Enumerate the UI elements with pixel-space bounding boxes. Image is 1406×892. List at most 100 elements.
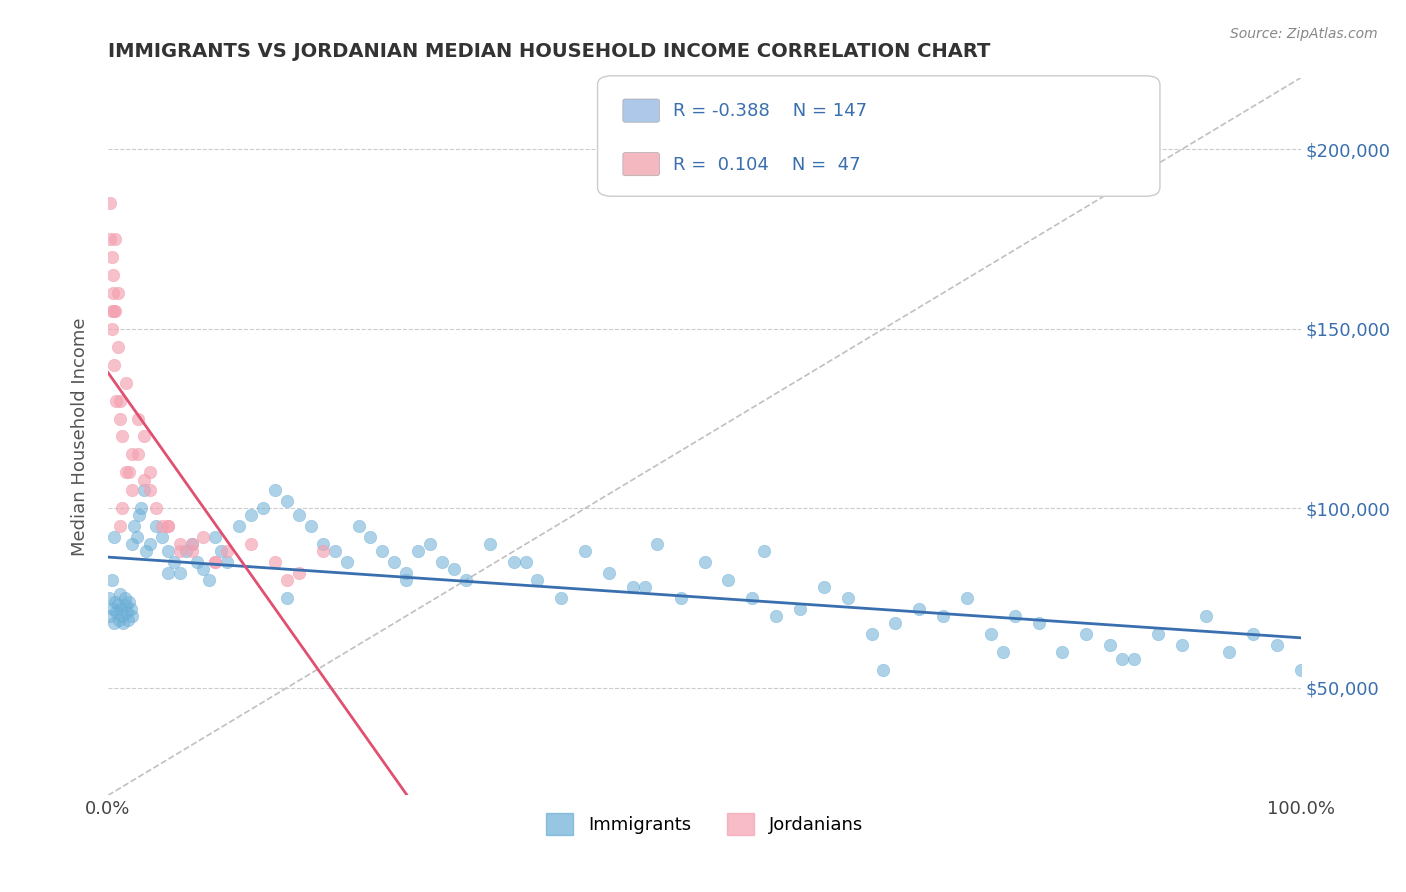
Point <box>419 537 441 551</box>
Point <box>100 573 122 587</box>
Point <box>240 508 263 523</box>
Point <box>932 609 955 624</box>
Point <box>228 519 250 533</box>
Point <box>669 591 692 605</box>
Point <box>252 501 274 516</box>
Point <box>108 411 131 425</box>
Point <box>121 447 143 461</box>
Point <box>717 573 740 587</box>
Point <box>125 530 148 544</box>
Point <box>101 601 124 615</box>
Point <box>217 555 239 569</box>
Point <box>115 376 138 390</box>
Point <box>276 591 298 605</box>
Point <box>980 627 1002 641</box>
Point <box>1265 638 1288 652</box>
Point <box>1218 645 1240 659</box>
Point <box>478 537 501 551</box>
Point <box>156 519 179 533</box>
Point <box>299 519 322 533</box>
Point <box>100 609 122 624</box>
Point <box>104 594 127 608</box>
Point <box>156 566 179 580</box>
Point <box>323 544 346 558</box>
Point <box>112 616 135 631</box>
Point <box>359 530 381 544</box>
Point <box>837 591 859 605</box>
Point <box>908 601 931 615</box>
Point <box>107 340 129 354</box>
Point <box>108 393 131 408</box>
Point <box>276 573 298 587</box>
Point <box>111 429 134 443</box>
Point <box>100 196 122 211</box>
Point <box>132 429 155 443</box>
Point <box>117 613 139 627</box>
Point <box>204 555 226 569</box>
Point <box>193 562 215 576</box>
Point <box>347 519 370 533</box>
Point <box>1076 627 1098 641</box>
Point <box>1289 663 1312 677</box>
Text: Source: ZipAtlas.com: Source: ZipAtlas.com <box>1230 27 1378 41</box>
Point <box>193 530 215 544</box>
Point <box>120 601 142 615</box>
Point <box>991 645 1014 659</box>
Point <box>1194 609 1216 624</box>
Point <box>169 566 191 580</box>
Point <box>100 304 122 318</box>
Point <box>98 591 121 605</box>
Point <box>1052 645 1074 659</box>
Point <box>121 609 143 624</box>
Text: R = -0.388    N = 147: R = -0.388 N = 147 <box>673 103 868 120</box>
Point <box>526 573 548 587</box>
Point <box>104 304 127 318</box>
Point <box>132 483 155 498</box>
Point <box>174 544 197 558</box>
Point <box>115 598 138 612</box>
Point <box>139 537 162 551</box>
Point <box>135 544 157 558</box>
Point <box>443 562 465 576</box>
Point <box>621 580 644 594</box>
Point <box>180 537 202 551</box>
Point <box>1099 638 1122 652</box>
Point <box>115 606 138 620</box>
Point <box>107 613 129 627</box>
Point <box>150 530 173 544</box>
Point <box>110 601 132 615</box>
Point <box>139 466 162 480</box>
Point <box>1111 652 1133 666</box>
Point <box>101 285 124 300</box>
Point <box>288 508 311 523</box>
Point <box>1147 627 1170 641</box>
Point <box>789 601 811 615</box>
Point <box>312 544 335 558</box>
Point <box>813 580 835 594</box>
Point <box>100 232 122 246</box>
Point <box>103 304 125 318</box>
Point <box>741 591 763 605</box>
Point <box>765 609 787 624</box>
Point <box>150 519 173 533</box>
Point <box>127 447 149 461</box>
Text: R =  0.104    N =  47: R = 0.104 N = 47 <box>673 156 860 174</box>
Point <box>111 501 134 516</box>
Point <box>217 544 239 558</box>
Point <box>382 555 405 569</box>
Point <box>634 580 657 594</box>
Point <box>406 544 429 558</box>
Point <box>860 627 883 641</box>
Point <box>515 555 537 569</box>
Point <box>574 544 596 558</box>
Point <box>1123 652 1146 666</box>
Point <box>693 555 716 569</box>
Point <box>103 616 125 631</box>
Point <box>156 519 179 533</box>
Point <box>884 616 907 631</box>
Point <box>186 555 208 569</box>
Point <box>118 466 141 480</box>
Point <box>115 466 138 480</box>
Point <box>100 322 122 336</box>
Point <box>132 473 155 487</box>
